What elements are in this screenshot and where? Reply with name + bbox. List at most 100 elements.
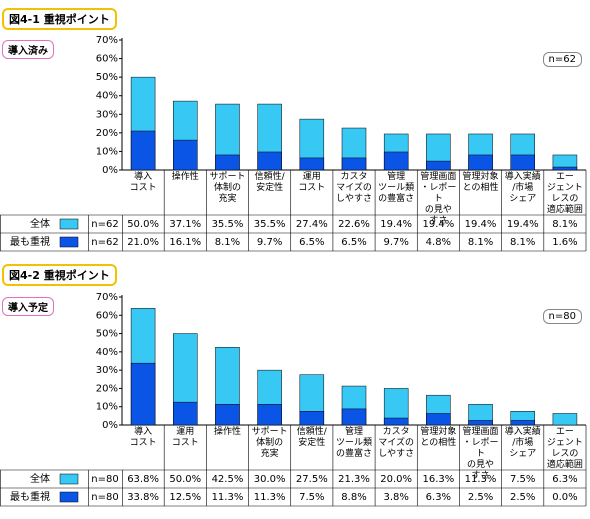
bar bbox=[257, 404, 282, 426]
value-label: 50.0% bbox=[169, 474, 201, 485]
bar bbox=[552, 413, 578, 426]
value-label: 6.5% bbox=[299, 237, 324, 248]
value-label: 1.6% bbox=[552, 237, 577, 248]
x-tick-label: 管理対象 との相性 bbox=[420, 427, 457, 448]
n-label: n=62 bbox=[542, 52, 582, 67]
chart-title: 図4-2 重視ポイント bbox=[2, 264, 117, 286]
bar bbox=[299, 157, 325, 171]
bar bbox=[510, 154, 535, 171]
legend-swatch bbox=[59, 218, 79, 230]
value-label: 11.3% bbox=[212, 492, 244, 503]
x-tick-label: 管理 ツール類 の豊富さ bbox=[378, 172, 415, 204]
x-tick-label: 管理対象 との相性 bbox=[462, 172, 499, 193]
x-tick-label: エー ジェント レスの 適応範囲 bbox=[546, 427, 583, 470]
bar bbox=[468, 420, 493, 426]
legend-label: 全体 bbox=[30, 472, 50, 485]
x-tick-label: サポート 体制の 充実 bbox=[251, 427, 288, 459]
x-tick-label: 管理 ツール類 の豊富さ bbox=[335, 427, 372, 459]
bar bbox=[215, 404, 240, 426]
bar bbox=[257, 151, 282, 171]
value-label: 6.5% bbox=[341, 237, 366, 248]
bar bbox=[341, 408, 367, 426]
x-tick-label: 導入 コスト bbox=[129, 427, 157, 448]
bar bbox=[173, 401, 198, 426]
bar bbox=[510, 420, 535, 426]
x-tick-label: 導入実績 /市場 シェア bbox=[504, 427, 541, 459]
legend-label: 最も重視 bbox=[10, 235, 50, 248]
value-label: 20.0% bbox=[380, 474, 412, 485]
value-label: 50.0% bbox=[127, 219, 159, 230]
n-label: n=62 bbox=[91, 219, 118, 230]
bar bbox=[130, 362, 156, 426]
y-tick-label: 30% bbox=[96, 365, 118, 376]
value-label: 4.8% bbox=[426, 237, 451, 248]
y-tick-label: 40% bbox=[96, 91, 118, 102]
bar bbox=[552, 166, 578, 171]
value-label: 6.3% bbox=[552, 474, 577, 485]
y-tick-label: 50% bbox=[96, 329, 118, 340]
bar bbox=[468, 154, 493, 171]
value-label: 16.3% bbox=[422, 474, 454, 485]
x-tick-label: 操作性 bbox=[213, 427, 241, 437]
x-tick-label: 管理画面 ・レポート の見や すさ bbox=[462, 427, 499, 481]
value-label: 6.3% bbox=[426, 492, 451, 503]
x-tick-label: 管理画面 ・レポート の見や すさ bbox=[420, 172, 457, 226]
value-label: 9.7% bbox=[383, 237, 408, 248]
value-label: 8.1% bbox=[215, 237, 240, 248]
y-tick-label: 10% bbox=[96, 402, 118, 413]
legend-label: 最も重視 bbox=[10, 490, 50, 503]
value-label: 3.8% bbox=[383, 492, 408, 503]
value-label: 35.5% bbox=[254, 219, 286, 230]
legend-swatch bbox=[59, 236, 79, 248]
y-tick-label: 40% bbox=[96, 347, 118, 358]
bar bbox=[215, 154, 240, 171]
x-tick-label: カスタ マイズの しやすさ bbox=[378, 427, 415, 459]
y-tick-label: 60% bbox=[96, 310, 118, 321]
legend-swatch bbox=[59, 491, 79, 503]
bar bbox=[299, 411, 325, 426]
value-label: 11.3% bbox=[465, 474, 497, 485]
y-tick-label: 10% bbox=[96, 146, 118, 157]
value-label: 42.5% bbox=[212, 474, 244, 485]
value-label: 8.1% bbox=[510, 237, 535, 248]
value-label: 63.8% bbox=[127, 474, 159, 485]
value-label: 35.5% bbox=[212, 219, 244, 230]
value-label: 27.5% bbox=[296, 474, 328, 485]
n-label: n=62 bbox=[91, 237, 118, 248]
value-label: 9.7% bbox=[257, 237, 282, 248]
legend-swatch bbox=[59, 473, 79, 485]
y-tick-label: 20% bbox=[96, 128, 118, 139]
value-label: 8.8% bbox=[341, 492, 366, 503]
bar bbox=[341, 157, 367, 171]
value-label: 21.0% bbox=[127, 237, 159, 248]
bar bbox=[426, 160, 451, 171]
chart-subtitle: 導入済み bbox=[2, 40, 54, 59]
value-label: 30.0% bbox=[254, 474, 286, 485]
y-tick-label: 60% bbox=[96, 54, 118, 65]
value-label: 19.4% bbox=[380, 219, 412, 230]
value-label: 19.4% bbox=[422, 219, 454, 230]
n-label: n=80 bbox=[542, 309, 582, 324]
x-tick-label: 信頼性/ 安定性 bbox=[254, 172, 285, 193]
x-tick-label: 信頼性/ 安定性 bbox=[296, 427, 327, 448]
chart-title: 図4-1 重視ポイント bbox=[2, 8, 117, 30]
y-tick-label: 70% bbox=[96, 292, 118, 303]
bar bbox=[426, 413, 451, 426]
value-label: 21.3% bbox=[338, 474, 370, 485]
value-label: 37.1% bbox=[169, 219, 201, 230]
bar bbox=[383, 417, 409, 426]
bar bbox=[383, 151, 409, 171]
x-tick-label: 導入 コスト bbox=[129, 172, 157, 193]
value-label: 19.4% bbox=[465, 219, 497, 230]
y-tick-label: 20% bbox=[96, 383, 118, 394]
x-tick-label: 運用 コスト bbox=[171, 427, 199, 448]
x-tick-label: 運用 コスト bbox=[298, 172, 326, 193]
bar bbox=[130, 130, 156, 171]
value-label: 2.5% bbox=[510, 492, 535, 503]
value-label: 0.0% bbox=[552, 492, 577, 503]
chart-subtitle: 導入予定 bbox=[2, 297, 54, 316]
y-tick-label: 50% bbox=[96, 72, 118, 83]
n-label: n=80 bbox=[91, 474, 118, 485]
y-tick-label: 30% bbox=[96, 109, 118, 120]
